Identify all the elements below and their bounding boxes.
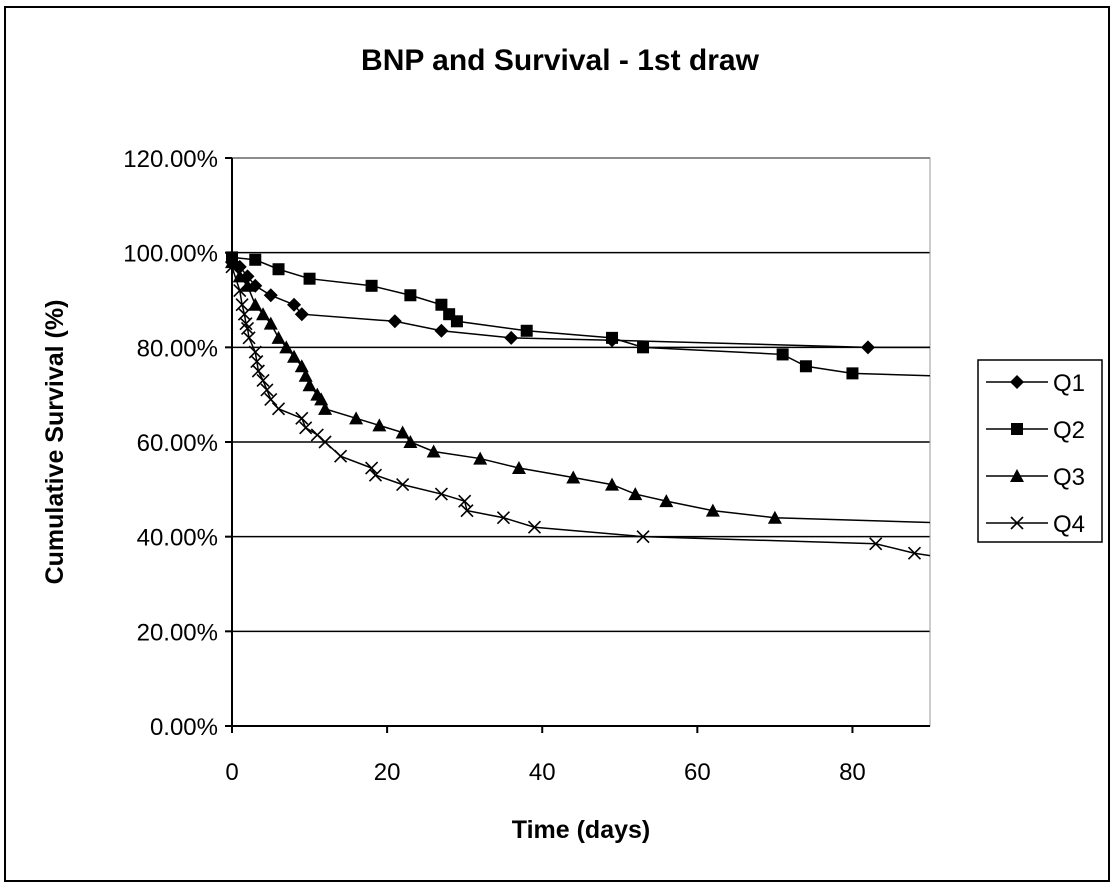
y-axis-ticks: 0.00% 20.00% 40.00% 60.00% 80.00% 100.00% 120.… [123,146,232,741]
y-tick-label: 20.00% [137,619,218,646]
data-point-q3 [396,426,410,439]
data-point-q2 [451,315,463,327]
y-tick-label: 120.00% [123,146,218,173]
series-line-q4 [232,267,930,556]
data-point-q4 [459,495,471,507]
x-tick-label: 0 [225,759,238,786]
chart-title: BNP and Survival - 1st draw [361,44,760,77]
data-point-q3 [372,418,386,431]
y-tick-label: 0.00% [150,714,218,741]
y-tick-label: 40.00% [137,525,218,552]
data-point-q4 [265,393,277,405]
data-point-q4 [273,403,285,415]
series-q4 [226,261,930,559]
data-point-q2 [304,273,316,285]
x-tick-label: 80 [839,759,866,786]
data-point-q2 [404,289,416,301]
grid-lines [232,158,930,631]
series-q3 [225,255,930,524]
data-point-q1 [264,288,278,302]
data-point-q4 [461,505,473,517]
x-tick-label: 60 [684,759,711,786]
data-point-q2 [846,367,858,379]
data-point-q1 [504,331,518,345]
legend-marker-q2 [1011,423,1023,435]
legend: Q1 Q2 Q3 Q4 [978,360,1102,542]
data-point-q3 [628,487,642,500]
legend-label-q2: Q2 [1053,417,1085,444]
data-point-q2 [249,254,261,266]
x-axis-ticks: 0 20 40 60 80 [225,726,865,786]
data-point-q3 [272,331,286,344]
data-point-q1 [434,324,448,338]
x-tick-label: 40 [529,759,556,786]
data-point-q4 [296,412,308,424]
y-tick-label: 60.00% [137,430,218,457]
data-point-q4 [335,450,347,462]
series-q1 [225,255,930,354]
series-layer [225,251,930,559]
data-point-q4 [497,512,509,524]
data-point-q4 [300,422,312,434]
legend-label-q3: Q3 [1053,464,1085,491]
data-point-q1 [861,340,875,354]
series-line-q3 [232,262,930,522]
data-point-q2 [366,280,378,292]
chart: BNP and Survival - 1st draw 0.00% 20.00% 4… [0,0,1118,894]
data-point-q2 [606,332,618,344]
data-point-q2 [637,341,649,353]
data-point-q2 [521,325,533,337]
data-point-q3 [349,411,363,424]
y-tick-label: 100.00% [123,241,218,268]
data-point-q4 [261,384,273,396]
y-tick-label: 80.00% [137,335,218,362]
data-point-q2 [800,360,812,372]
legend-label-q4: Q4 [1053,511,1085,538]
data-point-q4 [397,479,409,491]
data-point-q2 [777,348,789,360]
data-point-q4 [435,488,447,500]
series-q2 [226,251,930,379]
data-point-q1 [388,314,402,328]
legend-label-q1: Q1 [1053,370,1085,397]
data-point-q2 [273,263,285,275]
x-tick-label: 20 [374,759,401,786]
y-axis-title: Cumulative Survival (%) [41,300,69,585]
x-axis-title: Time (days) [512,816,650,844]
data-point-q3 [427,444,441,457]
